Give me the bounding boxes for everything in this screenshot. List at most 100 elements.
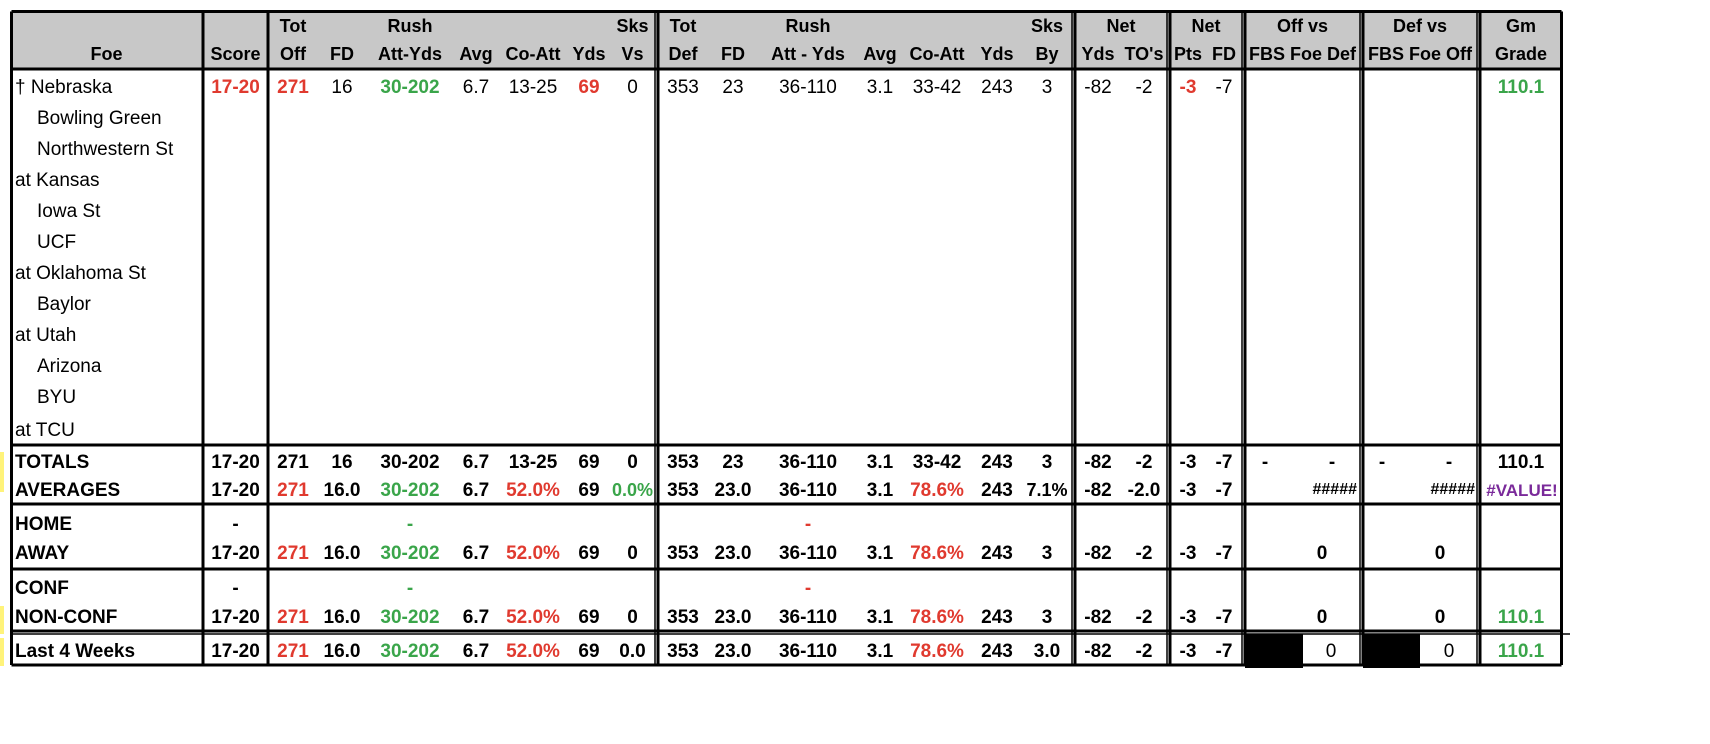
away-rush: 30-202 [380,543,440,564]
away-offvs: 0 [1316,543,1328,564]
last4-def-yds: 243 [981,641,1013,662]
totals-defvs-b: - [1445,452,1453,473]
nonconf-sks-vs: 0 [627,607,638,628]
game-score: 17-20 [211,77,260,98]
header-off-rush-1: Rush [387,16,433,36]
last4-rush: 30-202 [380,641,440,662]
last4-net-yds: -82 [1084,641,1112,662]
last4-fd: 16.0 [323,641,361,662]
totals-net-pts: -3 [1179,452,1197,473]
game-def-coatt: 33-42 [912,77,962,98]
away-net-fd: -7 [1215,543,1233,564]
last4-coatt: 52.0% [506,641,560,662]
averages-offvs: ##### [1312,481,1358,498]
game-rush: 30-202 [380,77,440,98]
last4-def-coatt: 78.6% [910,641,964,662]
filled-cell [1363,634,1420,668]
game-sks-vs: 0 [627,77,638,98]
home-def-rush: - [804,514,812,535]
opponent-row: at Utah [15,325,77,346]
away-tot-def: 353 [667,543,699,564]
header-background [11,11,1562,69]
away-tot-off: 271 [277,543,309,564]
nonconf-net-pts: -3 [1179,607,1197,628]
header-tot-off-2: Off [280,44,306,64]
nonconf-defvs: 0 [1434,607,1446,628]
totals-net-yds: -82 [1084,452,1112,473]
totals-coatt: 13-25 [508,452,558,473]
header-def-rush-1: Rush [785,16,831,36]
game-net-pts: -3 [1179,77,1197,98]
nonconf-def-yds: 243 [981,607,1013,628]
totals-net-fd: -7 [1215,452,1233,473]
header-net1: Net [1106,16,1136,36]
table-grid-lines [10,10,1570,667]
header-net-pts: Pts [1173,44,1202,64]
away-defvs: 0 [1434,543,1446,564]
game-tot-def: 353 [667,77,699,98]
away-label: AWAY [15,543,70,564]
nonconf-sks-by: 3 [1041,607,1053,628]
averages-def-yds: 243 [981,480,1013,501]
totals-grade: 110.1 [1497,452,1545,473]
last4-yds: 69 [578,641,600,662]
averages-coatt: 52.0% [506,480,560,501]
nonconf-avg: 6.7 [462,607,490,628]
last4-net-pts: -3 [1179,641,1197,662]
totals-rush: 30-202 [380,452,440,473]
header-off-coatt: Co-Att [505,44,561,64]
totals-def-fd: 23 [722,452,744,473]
totals-yds: 69 [578,452,600,473]
away-score: 17-20 [211,543,260,564]
away-yds: 69 [578,543,600,564]
averages-defvs: ##### [1430,481,1476,498]
totals-def-yds: 243 [981,452,1013,473]
header-off-avg: Avg [459,44,493,64]
averages-net-yds: -82 [1084,480,1112,501]
averages-fd: 16.0 [323,480,361,501]
totals-offvs-b: - [1328,452,1336,473]
last4-defvs: 0 [1443,641,1455,662]
opponent-row: Arizona [37,356,102,377]
nonconf-tot-off: 271 [277,607,309,628]
game-coatt: 13-25 [508,77,558,98]
averages-net-to: -2.0 [1127,480,1161,501]
home-score: - [232,514,239,535]
last4-score: 17-20 [211,641,260,662]
nonconf-yds: 69 [578,607,600,628]
opponent-row: Iowa St [37,201,101,222]
row-highlight-marker [0,638,4,666]
header-def-fd: FD [721,44,745,64]
totals-offvs-a: - [1261,452,1269,473]
last4-def-avg: 3.1 [866,641,894,662]
game-fd: 16 [331,77,353,98]
opponent-row: at Kansas [15,170,100,191]
last4-avg: 6.7 [462,641,490,662]
totals-tot-def: 353 [667,452,699,473]
nonconf-def-avg: 3.1 [866,607,894,628]
header-gm-grade-2: Grade [1494,44,1548,64]
opponent-row: Baylor [37,294,91,315]
header-def-vs-2: FBS Foe Off [1368,44,1472,64]
header-off-vs-2: FBS Foe Def [1248,44,1356,64]
nonconf-score: 17-20 [211,607,260,628]
averages-rush: 30-202 [380,480,440,501]
away-sks-by: 3 [1041,543,1053,564]
totals-sks-vs: 0 [627,452,638,473]
header-sks-vs-2: Vs [621,44,644,64]
totals-def-coatt: 33-42 [912,452,962,473]
header-sks-by-2: By [1035,44,1059,64]
averages-score: 17-20 [211,480,260,501]
away-def-coatt: 78.6% [910,543,964,564]
averages-avg: 6.7 [462,480,490,501]
row-highlight-marker [0,606,4,634]
header-net-yds: Yds [1081,44,1115,64]
last4-sks-by: 3.0 [1033,641,1061,662]
nonconf-net-to: -2 [1135,607,1153,628]
nonconf-fd: 16.0 [323,607,361,628]
totals-def-rush: 36-110 [778,452,838,473]
nonconf-label: NON-CONF [15,607,118,628]
filled-cell [1245,634,1303,668]
game-net-yds: -82 [1084,77,1112,98]
averages-def-avg: 3.1 [866,480,894,501]
